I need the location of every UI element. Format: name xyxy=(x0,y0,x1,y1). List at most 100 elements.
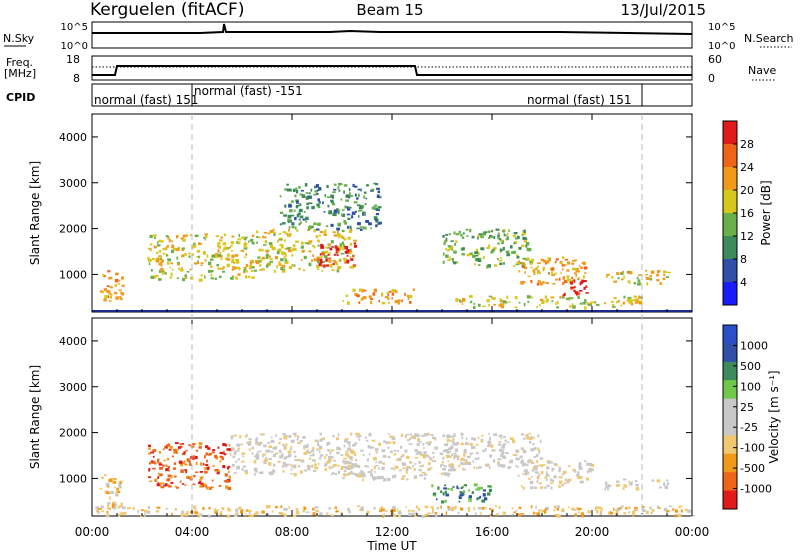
velocity-cell xyxy=(389,435,393,438)
velocity-cell xyxy=(331,465,335,468)
velocity-cell xyxy=(335,510,339,513)
velocity-cell xyxy=(257,442,261,446)
power-cell xyxy=(487,230,491,233)
power-cell xyxy=(294,226,297,230)
power-cell xyxy=(638,295,641,299)
power-cell xyxy=(304,242,309,244)
power-cell xyxy=(265,249,270,252)
power-cell xyxy=(584,306,587,310)
velocity-cell xyxy=(418,460,421,464)
velocity-cell xyxy=(366,458,369,462)
velocity-cell xyxy=(628,506,631,509)
power-cell xyxy=(302,249,305,253)
velocity-cell xyxy=(520,485,523,488)
power-cell xyxy=(488,304,491,307)
power-cell xyxy=(391,288,396,293)
power-cell xyxy=(316,203,320,207)
power-cell xyxy=(497,234,500,237)
velocity-cell xyxy=(148,444,151,447)
velocity-cell xyxy=(431,484,434,488)
velocity-cell xyxy=(440,463,444,466)
velocity-colorbar-tick-label: 1000 xyxy=(740,339,768,352)
velocity-cell xyxy=(609,511,612,515)
velocity-cell xyxy=(484,497,488,501)
power-cell xyxy=(182,234,187,238)
power-cell xyxy=(596,303,600,306)
velocity-cell xyxy=(464,461,469,464)
power-cell xyxy=(469,228,472,233)
velocity-cell xyxy=(663,482,666,486)
velocity-cell xyxy=(419,465,423,468)
velocity-colorbar-tick-label: -25 xyxy=(740,421,758,434)
power-cell xyxy=(494,264,498,267)
power-cell xyxy=(627,296,632,300)
power-cell xyxy=(289,233,292,236)
power-cell xyxy=(266,251,269,254)
velocity-cell xyxy=(381,449,385,453)
noise-panel: N.Sky 10^5 10^0 10^5 10^0 N.Search xyxy=(3,21,794,52)
power-cell xyxy=(611,304,615,307)
velocity-cell xyxy=(227,486,232,490)
power-cell xyxy=(363,195,366,199)
power-cell xyxy=(513,242,516,245)
velocity-cell xyxy=(383,449,386,452)
power-cell xyxy=(262,235,264,238)
power-cell xyxy=(343,184,348,187)
velocity-cell xyxy=(248,514,252,517)
velocity-cell xyxy=(547,475,550,477)
power-cell xyxy=(344,250,349,254)
power-cell xyxy=(274,256,278,260)
velocity-cell xyxy=(185,449,188,452)
power-cell xyxy=(506,236,509,240)
power-cell xyxy=(283,256,286,260)
power-cell xyxy=(293,209,296,212)
power-cell xyxy=(118,279,121,282)
power-cell xyxy=(612,306,616,308)
velocity-cell xyxy=(402,475,405,477)
power-cell xyxy=(478,257,482,261)
power-cell xyxy=(537,280,541,284)
velocity-cell xyxy=(230,435,234,438)
velocity-cell xyxy=(446,434,450,438)
power-cell xyxy=(263,244,267,246)
power-cell xyxy=(558,277,561,281)
power-cell xyxy=(397,301,400,305)
velocity-cell xyxy=(432,492,437,496)
power-cell xyxy=(381,301,386,305)
power-cell xyxy=(358,215,360,218)
power-cell xyxy=(341,241,344,245)
power-cell xyxy=(519,261,523,265)
velocity-cell xyxy=(251,446,255,450)
velocity-cell xyxy=(232,455,236,458)
velocity-cell xyxy=(531,449,534,452)
velocity-cell xyxy=(447,468,452,472)
velocity-cell xyxy=(307,451,312,454)
power-cell xyxy=(505,238,509,241)
velocity-cell xyxy=(500,446,505,449)
power-cell xyxy=(179,269,184,272)
velocity-cell xyxy=(469,497,472,501)
velocity-ytick-label: 1000 xyxy=(59,472,87,485)
power-cell xyxy=(508,301,511,303)
power-cell xyxy=(539,298,544,301)
velocity-cell xyxy=(498,464,502,467)
power-cell xyxy=(582,301,586,305)
power-colorbar-tick-label: 28 xyxy=(740,138,754,151)
power-cell xyxy=(160,263,163,267)
power-cell xyxy=(521,262,525,266)
power-cell xyxy=(283,214,288,217)
power-cell xyxy=(315,184,319,188)
velocity-cell xyxy=(297,458,301,462)
velocity-cell xyxy=(120,512,125,516)
velocity-cell xyxy=(212,464,215,468)
velocity-cell xyxy=(221,457,224,461)
power-cell xyxy=(374,218,378,221)
power-cell xyxy=(300,221,302,224)
velocity-cell xyxy=(237,447,241,450)
power-cell xyxy=(353,201,358,204)
velocity-cell xyxy=(240,510,244,514)
power-cell xyxy=(512,250,516,254)
velocity-cell xyxy=(251,452,254,455)
velocity-cell xyxy=(312,447,315,450)
velocity-cell xyxy=(314,439,317,442)
